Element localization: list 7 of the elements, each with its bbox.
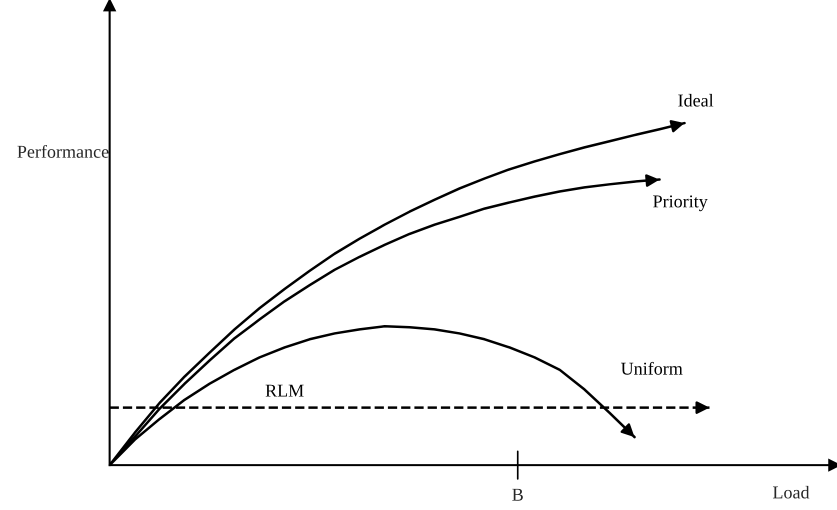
x-axis-title: Load [772,486,810,499]
series-label: Ideal [678,94,714,107]
y-axis-title: Performance [17,144,108,158]
series-label: Uniform [621,362,683,375]
legend-label: Priority [653,195,708,212]
series-label: RLM [266,384,304,397]
text: B [512,488,523,501]
